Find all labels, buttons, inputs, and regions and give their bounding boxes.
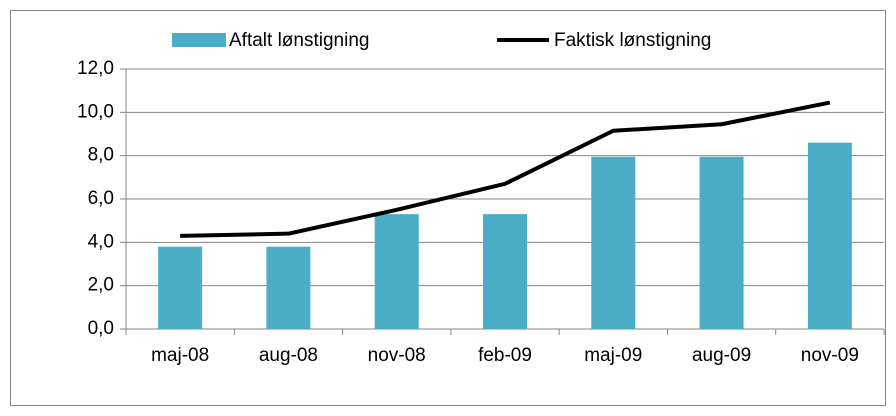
x-tick-label: nov-09: [801, 345, 859, 366]
bar: [591, 156, 636, 329]
chart-border: [10, 10, 886, 406]
legend-label: Faktisk lønstigning: [554, 30, 711, 51]
x-tick-label: nov-08: [368, 345, 426, 366]
x-tick-label: aug-08: [259, 345, 318, 366]
x-tick-label: aug-09: [692, 345, 751, 366]
y-tick-label: 12,0: [77, 58, 114, 79]
y-tick-label: 10,0: [77, 101, 114, 122]
y-tick-label: 0,0: [88, 318, 114, 339]
y-tick-label: 4,0: [88, 231, 114, 252]
bar: [266, 246, 311, 329]
bar: [158, 246, 203, 329]
bar: [483, 214, 527, 329]
bar: [374, 214, 419, 329]
x-tick-label: maj-08: [151, 345, 209, 366]
bar: [699, 156, 744, 329]
bar: [807, 142, 852, 329]
y-tick-label: 6,0: [88, 188, 114, 209]
y-tick-label: 2,0: [88, 275, 114, 296]
legend-label: Aftalt lønstigning: [229, 30, 369, 51]
legend-swatch: [172, 33, 226, 47]
y-tick-label: 8,0: [88, 145, 114, 166]
line: [180, 100, 831, 238]
x-tick-label: feb-09: [478, 345, 532, 366]
x-tick-label: maj-09: [584, 345, 642, 366]
